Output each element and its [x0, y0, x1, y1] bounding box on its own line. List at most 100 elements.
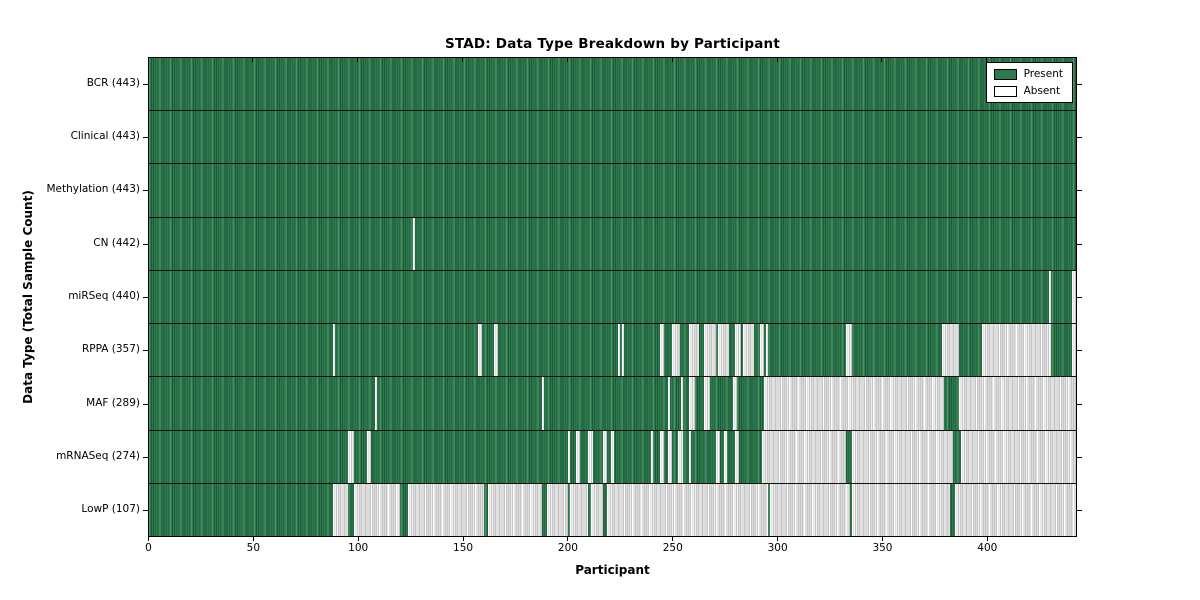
absent-block — [718, 324, 729, 377]
absent-block — [651, 430, 654, 483]
absent-block — [408, 483, 484, 536]
absent-block — [760, 324, 765, 377]
x-tick-mark-bottom — [357, 537, 359, 541]
x-tick-mark-bottom — [462, 537, 464, 541]
absent-block — [766, 324, 769, 377]
x-tick-mark-bottom — [986, 537, 988, 541]
y-tick-label: CN (442) — [93, 236, 140, 249]
absent-block — [333, 324, 336, 377]
heatmap-row-maf — [149, 377, 1076, 431]
absent-block — [569, 483, 589, 536]
x-tick-mark-top — [776, 58, 778, 62]
absent-block — [678, 430, 683, 483]
legend-label-absent: Absent — [1023, 85, 1061, 97]
absent-block — [412, 217, 415, 270]
absent-block — [374, 377, 378, 430]
y-tick-mark-right — [1077, 297, 1082, 298]
absent-block — [688, 324, 700, 377]
y-tick-mark-left — [143, 137, 148, 138]
x-tick-mark-top — [881, 58, 883, 62]
chart-title: STAD: Data Type Breakdown by Participant — [444, 36, 781, 52]
absent-block — [542, 377, 545, 430]
y-tick-mark-left — [143, 83, 148, 85]
heatmap-rows — [149, 58, 1076, 536]
x-tick-mark-top — [671, 58, 673, 62]
absent-block — [546, 483, 568, 536]
absent-block — [960, 430, 1076, 483]
present-swatch-icon — [993, 68, 1017, 80]
absent-block — [667, 377, 671, 430]
y-tick-mark-left — [143, 297, 148, 298]
x-tick-mark-top — [566, 58, 568, 62]
y-tick-mark-left — [143, 457, 148, 458]
y-tick-mark-right — [1077, 457, 1082, 458]
absent-block — [588, 430, 593, 483]
absent-block — [680, 377, 683, 430]
absent-block — [981, 324, 1051, 377]
x-tick-label: 150 — [453, 542, 474, 554]
x-tick-mark-bottom — [777, 537, 779, 541]
x-tick-mark-top — [147, 58, 149, 62]
y-tick-mark-left — [143, 190, 148, 192]
absent-block — [354, 483, 401, 536]
absent-block — [487, 483, 543, 536]
x-tick-label: 50 — [246, 542, 261, 554]
y-tick-label: miRSeq (440) — [68, 290, 140, 302]
absent-block — [954, 483, 1076, 536]
absent-swatch-icon — [993, 85, 1017, 97]
absent-block — [703, 324, 717, 377]
heatmap-row-mirseq — [149, 270, 1076, 325]
legend-item-present: Present — [993, 68, 1063, 80]
y-tick-mark-right — [1077, 190, 1082, 192]
legend-label-present: Present — [1023, 68, 1063, 80]
absent-block — [845, 324, 853, 377]
absent-block — [762, 430, 846, 483]
y-tick-mark-left — [143, 350, 148, 352]
y-tick-mark-left — [143, 243, 148, 245]
heatmap-row-bcr — [149, 58, 1076, 112]
x-tick-label: 300 — [767, 542, 788, 554]
y-tick-label: Methylation (443) — [46, 183, 140, 196]
legend-item-absent: Absent — [993, 85, 1063, 97]
y-tick-label: mRNASeq (274) — [56, 450, 140, 462]
x-tick-label: 350 — [872, 542, 893, 554]
x-tick-mark-top — [462, 58, 464, 62]
absent-block — [716, 430, 721, 483]
absent-block — [688, 430, 691, 483]
x-tick-mark-bottom — [567, 537, 569, 541]
y-tick-label: RPPA (357) — [81, 343, 140, 356]
heatmap-row-clinical — [149, 111, 1076, 165]
heatmap-row-lowp — [149, 483, 1076, 536]
y-tick-label: LowP (107) — [81, 503, 140, 516]
x-axis-label: Participant — [575, 563, 650, 577]
x-tick-mark-bottom — [672, 537, 674, 541]
absent-block — [567, 430, 570, 483]
y-tick-mark-right — [1077, 510, 1082, 512]
absent-block — [732, 377, 737, 430]
absent-block — [1071, 324, 1076, 377]
y-tick-label: MAF (289) — [86, 396, 140, 409]
x-tick-label: 250 — [662, 542, 683, 554]
absent-block — [603, 430, 608, 483]
x-tick-mark-bottom — [252, 537, 254, 541]
x-tick-mark-top — [986, 58, 988, 62]
y-tick-label: Clinical (443) — [70, 130, 140, 142]
y-tick-mark-right — [1077, 243, 1082, 245]
x-tick-label: 100 — [348, 542, 369, 554]
absent-block — [724, 430, 727, 483]
x-tick-label: 200 — [557, 542, 578, 554]
absent-block — [743, 324, 754, 377]
absent-block — [611, 430, 614, 483]
absent-block — [366, 430, 371, 483]
heatmap-row-methylation — [149, 164, 1076, 218]
absent-block — [575, 430, 581, 483]
y-tick-mark-right — [1077, 403, 1082, 405]
absent-block — [1071, 270, 1076, 324]
y-tick-mark-left — [143, 403, 148, 405]
heatmap-row-mrnaseq — [149, 430, 1076, 484]
absent-block — [942, 324, 959, 377]
absent-block — [852, 483, 951, 536]
absent-block — [347, 430, 355, 483]
x-tick-label: 0 — [145, 542, 152, 554]
